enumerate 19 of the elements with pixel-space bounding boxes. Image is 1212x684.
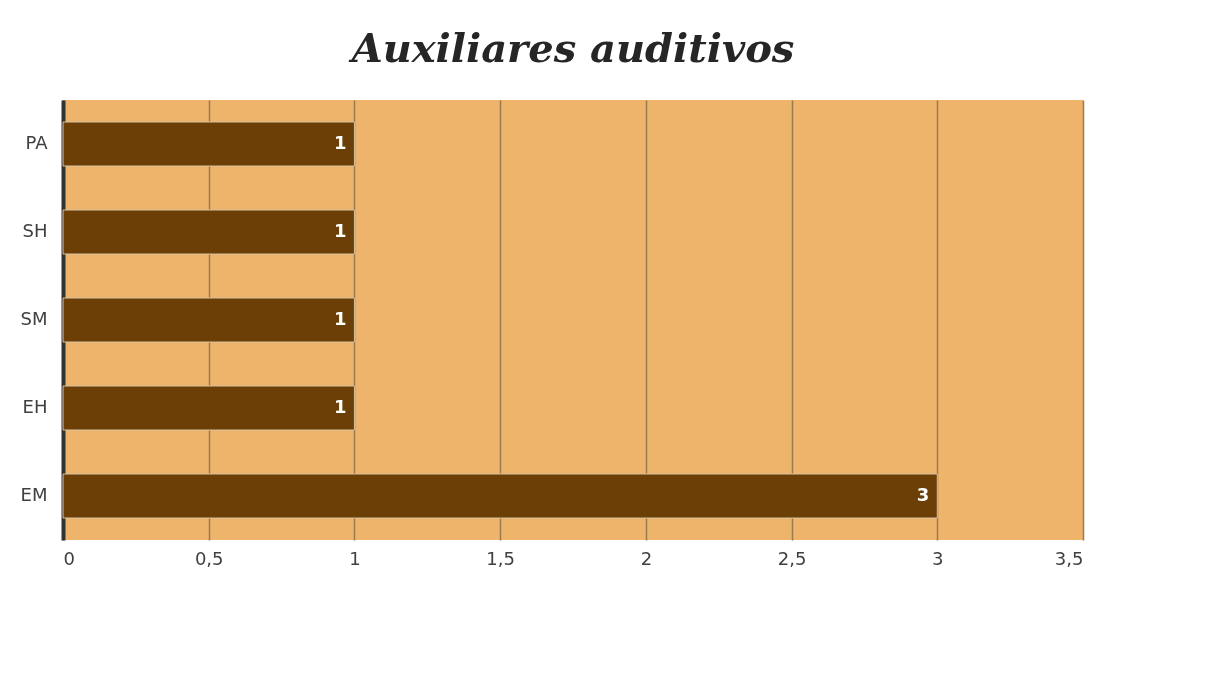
y-tick-label: EM: [20, 484, 48, 505]
x-tick-label: 1,5: [486, 547, 515, 569]
y-tick-label: SH: [22, 220, 48, 241]
data-label: 1: [333, 132, 347, 153]
y-tick-label: PA: [25, 132, 49, 153]
data-label: 3: [916, 484, 930, 505]
x-tick-label: 2,5: [777, 547, 807, 569]
x-tick-label: 0: [63, 547, 75, 569]
y-tick-label: SM: [20, 308, 48, 329]
x-tick-label: 2: [640, 547, 653, 569]
x-tick-label: 3,5: [1054, 547, 1084, 569]
chart-title: Auxiliares auditivos: [347, 24, 795, 71]
data-label: 1: [333, 220, 347, 241]
y-tick-label: EH: [22, 396, 48, 417]
x-tick-label: 1: [349, 547, 361, 569]
data-label: 1: [333, 396, 347, 417]
x-tick-label: 0,5: [194, 547, 224, 569]
x-tick-label: 3: [932, 547, 944, 569]
data-label: 1: [333, 308, 347, 329]
